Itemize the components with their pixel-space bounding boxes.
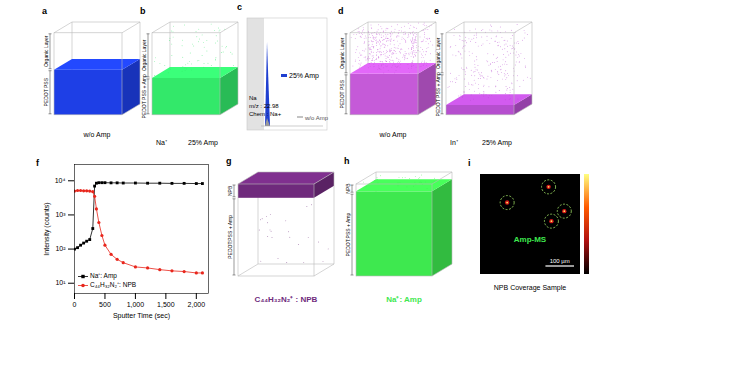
svg-text:m/z : 22.98: m/z : 22.98 <box>249 103 279 109</box>
svg-text:Organic Layer: Organic Layer <box>141 39 147 71</box>
svg-text:Na: Na <box>249 95 257 101</box>
svg-text:g: g <box>226 156 232 166</box>
svg-text:Organic Layer: Organic Layer <box>43 35 49 67</box>
svg-text:100 µm: 100 µm <box>550 258 570 264</box>
svg-text:25% Amp: 25% Amp <box>188 139 218 147</box>
svg-text:Organic Layer: Organic Layer <box>435 37 441 69</box>
svg-text:h: h <box>344 156 350 166</box>
svg-text:C₄₄H₃₂N₂⁺ : NPB: C₄₄H₃₂N₂⁺ : NPB <box>255 295 318 304</box>
svg-text:NPB: NPB <box>345 183 351 194</box>
svg-text:0: 0 <box>73 301 77 308</box>
svg-text:NPB Coverage Sample: NPB Coverage Sample <box>494 284 566 292</box>
svg-text:Chem : Na+: Chem : Na+ <box>249 111 282 117</box>
svg-text:10⁴: 10⁴ <box>55 177 66 184</box>
svg-text:d: d <box>338 6 344 16</box>
svg-text:PEDOT PSS + Amp: PEDOT PSS + Amp <box>141 74 147 118</box>
svg-text:Organic Layer: Organic Layer <box>339 37 345 69</box>
svg-text:f: f <box>36 158 40 168</box>
svg-text:10²: 10² <box>55 245 66 252</box>
svg-text:PEDOT:PSS + Amp: PEDOT:PSS + Amp <box>227 215 233 259</box>
svg-text:c: c <box>237 2 242 12</box>
svg-text:Na⁺: Amp: Na⁺: Amp <box>386 295 422 304</box>
html-text:Na⁺: Amp: Na⁺: Amp <box>90 272 117 279</box>
svg-text:In⁺: In⁺ <box>450 139 459 146</box>
svg-text:i: i <box>468 158 471 168</box>
svg-text:10¹: 10¹ <box>55 279 66 286</box>
svg-text:Sputter Time (sec): Sputter Time (sec) <box>113 312 170 320</box>
svg-text:10³: 10³ <box>55 211 66 218</box>
svg-text:500: 500 <box>99 301 111 308</box>
svg-text:25% Amp: 25% Amp <box>482 139 512 147</box>
svg-text:PEDOT:PSS + Amp: PEDOT:PSS + Amp <box>345 213 351 257</box>
svg-text:PEDOT PSS: PEDOT PSS <box>339 79 345 108</box>
svg-text:Amp-MS: Amp-MS <box>514 235 547 244</box>
svg-text:Intensity (counts): Intensity (counts) <box>43 202 51 255</box>
svg-text:a: a <box>42 6 48 16</box>
svg-text:25% Amp: 25% Amp <box>289 72 319 80</box>
svg-text:PEDOT PSS: PEDOT PSS <box>43 77 49 106</box>
svg-text:2,000: 2,000 <box>188 301 206 308</box>
svg-text:Na⁺: Na⁺ <box>156 139 168 146</box>
svg-text:e: e <box>434 6 439 16</box>
svg-text:NPB: NPB <box>227 185 233 196</box>
svg-text:1,000: 1,000 <box>127 301 145 308</box>
svg-text:w/o Amp: w/o Amp <box>83 131 111 139</box>
html-text:C₄₄H₃₂N₂⁺: NPB: C₄₄H₃₂N₂⁺: NPB <box>90 281 137 288</box>
svg-text:w/o Amp: w/o Amp <box>304 115 329 121</box>
svg-text:PEDOT PSS + Amp: PEDOT PSS + Amp <box>435 72 441 116</box>
svg-text:1,500: 1,500 <box>157 301 175 308</box>
svg-text:w/o Amp: w/o Amp <box>379 131 407 139</box>
svg-text:b: b <box>140 6 146 16</box>
